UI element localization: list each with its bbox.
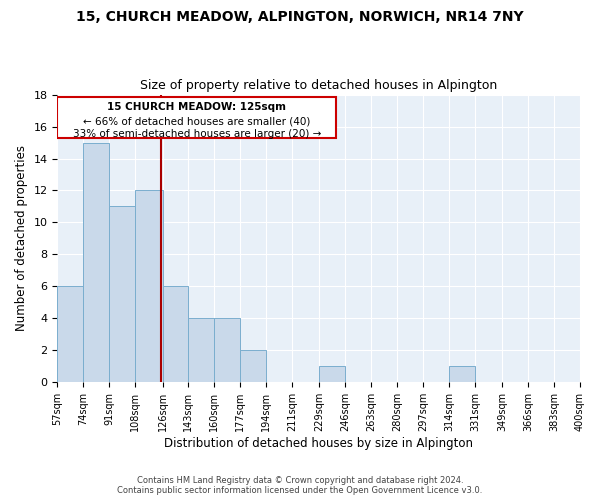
Text: 15, CHURCH MEADOW, ALPINGTON, NORWICH, NR14 7NY: 15, CHURCH MEADOW, ALPINGTON, NORWICH, N…	[76, 10, 524, 24]
Bar	[319, 366, 346, 382]
Bar	[135, 190, 163, 382]
Text: ← 66% of detached houses are smaller (40): ← 66% of detached houses are smaller (40…	[83, 116, 311, 126]
Bar	[163, 286, 188, 382]
Title: Size of property relative to detached houses in Alpington: Size of property relative to detached ho…	[140, 79, 497, 92]
Bar	[240, 350, 266, 382]
Bar	[83, 142, 109, 382]
X-axis label: Distribution of detached houses by size in Alpington: Distribution of detached houses by size …	[164, 437, 473, 450]
Text: 33% of semi-detached houses are larger (20) →: 33% of semi-detached houses are larger (…	[73, 129, 321, 139]
Bar	[214, 318, 240, 382]
Text: 15 CHURCH MEADOW: 125sqm: 15 CHURCH MEADOW: 125sqm	[107, 102, 286, 113]
Text: Contains HM Land Registry data © Crown copyright and database right 2024.
Contai: Contains HM Land Registry data © Crown c…	[118, 476, 482, 495]
Bar	[188, 318, 214, 382]
Bar	[109, 206, 135, 382]
Bar	[58, 97, 336, 138]
Y-axis label: Number of detached properties: Number of detached properties	[15, 146, 28, 332]
Bar	[449, 366, 475, 382]
Bar	[58, 286, 83, 382]
